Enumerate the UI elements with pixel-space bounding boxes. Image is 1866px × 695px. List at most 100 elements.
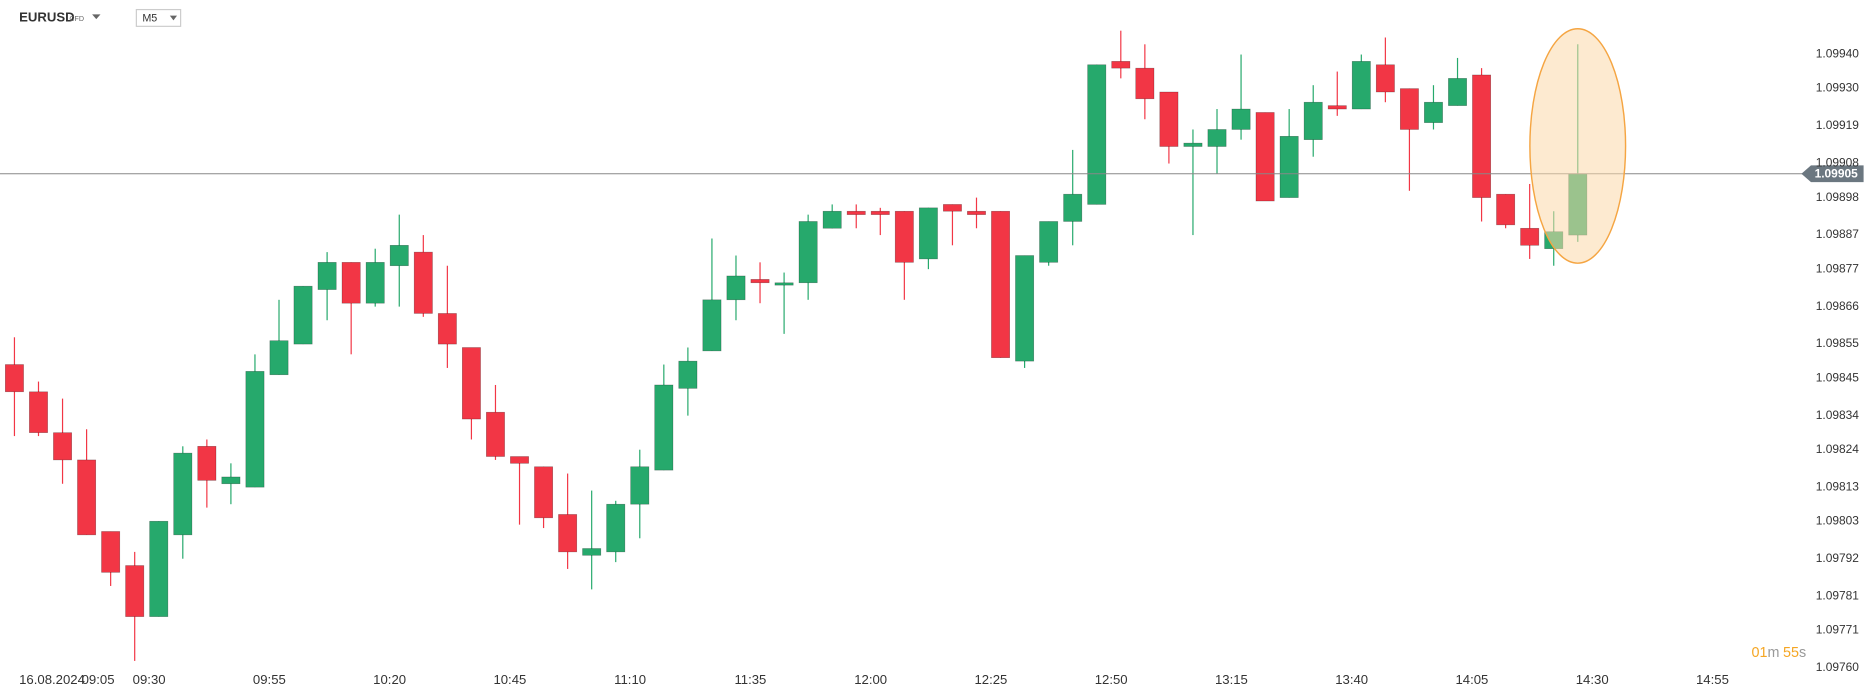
countdown-seconds-unit: s (1799, 645, 1806, 661)
candle-body (461, 347, 481, 420)
x-tick-label: 13:15 (1215, 672, 1248, 687)
candle-body (1111, 61, 1131, 69)
candle-body (125, 565, 145, 617)
candle-body (822, 210, 842, 229)
countdown-minutes-unit: m (1768, 645, 1780, 661)
x-tick-label: 10:20 (373, 672, 406, 687)
x-tick-label: 09:55 (253, 672, 286, 687)
y-tick-label: 1.09771 (1816, 622, 1860, 636)
candle-body (1351, 61, 1371, 110)
candle-body (1231, 108, 1251, 130)
candle-body (1375, 64, 1395, 93)
candle-body (341, 262, 361, 304)
x-tick-label: 13:40 (1335, 672, 1368, 687)
y-tick-label: 1.09834 (1816, 408, 1860, 422)
y-tick-label: 1.09792 (1816, 551, 1860, 565)
candle-body (1183, 142, 1203, 147)
y-tick-label: 1.09908 (1816, 156, 1860, 170)
plot (0, 30, 1807, 661)
symbol[interactable]: EURUSD (19, 9, 74, 24)
candle-body (630, 466, 650, 505)
y-tick-label: 1.09930 (1816, 81, 1860, 95)
y-tick-label: 1.09855 (1816, 336, 1860, 350)
candle-body (846, 210, 866, 215)
candle-body (726, 275, 746, 301)
candle-body (918, 207, 938, 260)
candle-body (870, 210, 890, 215)
timeframe: M5 (142, 12, 157, 24)
candle-body (413, 251, 433, 314)
candle-body (1303, 101, 1323, 140)
candle-body (365, 262, 385, 304)
instrument-type: CFD (69, 15, 84, 23)
last-price-tag (1801, 165, 1864, 183)
countdown-minutes: 01 (1752, 645, 1768, 661)
countdown: 01m 55s (1752, 645, 1807, 661)
y-tick-label: 1.09845 (1816, 370, 1860, 384)
candle-body (1448, 78, 1467, 106)
candle-body (702, 299, 722, 352)
x-tick-label: 09:05 (82, 672, 115, 687)
candle-body (29, 391, 48, 433)
timeframe-dropdown[interactable] (169, 15, 178, 21)
symbol-dropdown[interactable] (92, 14, 101, 20)
candle-body (654, 384, 674, 471)
header: EURUSD CFD M5 (19, 8, 182, 27)
y-tick-label: 1.09940 (1816, 47, 1860, 61)
candle-body (1159, 91, 1179, 147)
y-tick-label: 1.09919 (1816, 118, 1860, 132)
x-tick-label: 14:55 (1696, 672, 1729, 687)
countdown-seconds: 55 (1783, 645, 1799, 661)
x-tick-label: 14:05 (1455, 672, 1488, 687)
candle-body (1087, 64, 1107, 205)
candle-body (486, 411, 505, 457)
candle-body (101, 531, 121, 573)
y-tick-label: 1.09887 (1816, 227, 1860, 241)
timeframe-box[interactable] (135, 8, 182, 27)
y-tick-label: 1.09803 (1816, 513, 1860, 527)
candle-body (1496, 193, 1516, 226)
y-tick-label: 1.09813 (1816, 479, 1860, 493)
date-label: 16.08.2024 (19, 672, 85, 687)
candle-body (582, 548, 602, 556)
candle-body (534, 466, 554, 519)
candle-body (245, 371, 265, 488)
candle-body (1327, 105, 1347, 110)
candle-body (317, 262, 337, 290)
candle-body (149, 520, 169, 617)
x-tick-label: 11:10 (614, 672, 646, 687)
candle-body (1255, 112, 1275, 202)
candle-body (606, 503, 626, 553)
y-tick-label: 1.09781 (1816, 588, 1860, 602)
candle-body (197, 445, 217, 481)
candle-body (943, 204, 962, 212)
x-tick-label: 12:25 (974, 672, 1007, 687)
candle-body (1520, 227, 1540, 246)
candle-body (1424, 101, 1443, 123)
x-tick-label: 14:30 (1576, 672, 1609, 687)
candle-body (1063, 193, 1083, 222)
last-price-label: 1.09905 (1815, 167, 1859, 181)
candle-body (774, 282, 794, 286)
candle-body (894, 210, 914, 263)
x-tick-label: 10:45 (493, 672, 526, 687)
y-tick-label: 1.09877 (1816, 261, 1860, 275)
candle-body (967, 210, 986, 215)
candle-body (1207, 129, 1227, 147)
candle-body (389, 245, 409, 267)
candle-body (77, 459, 97, 536)
candle-body (53, 432, 72, 461)
x-tick-label: 12:50 (1095, 672, 1128, 687)
y-tick-label: 1.09760 (1816, 660, 1860, 674)
overlay: 1.09905 (1801, 165, 1864, 183)
candle-body (173, 452, 193, 536)
candle-body (1399, 88, 1419, 130)
y-tick-label: 1.09898 (1816, 190, 1860, 204)
candle-body (1472, 74, 1492, 198)
y-tick-label: 1.09824 (1816, 442, 1860, 456)
candle-body (1279, 135, 1299, 198)
candle-body (1039, 221, 1059, 263)
candle-body (221, 476, 241, 485)
